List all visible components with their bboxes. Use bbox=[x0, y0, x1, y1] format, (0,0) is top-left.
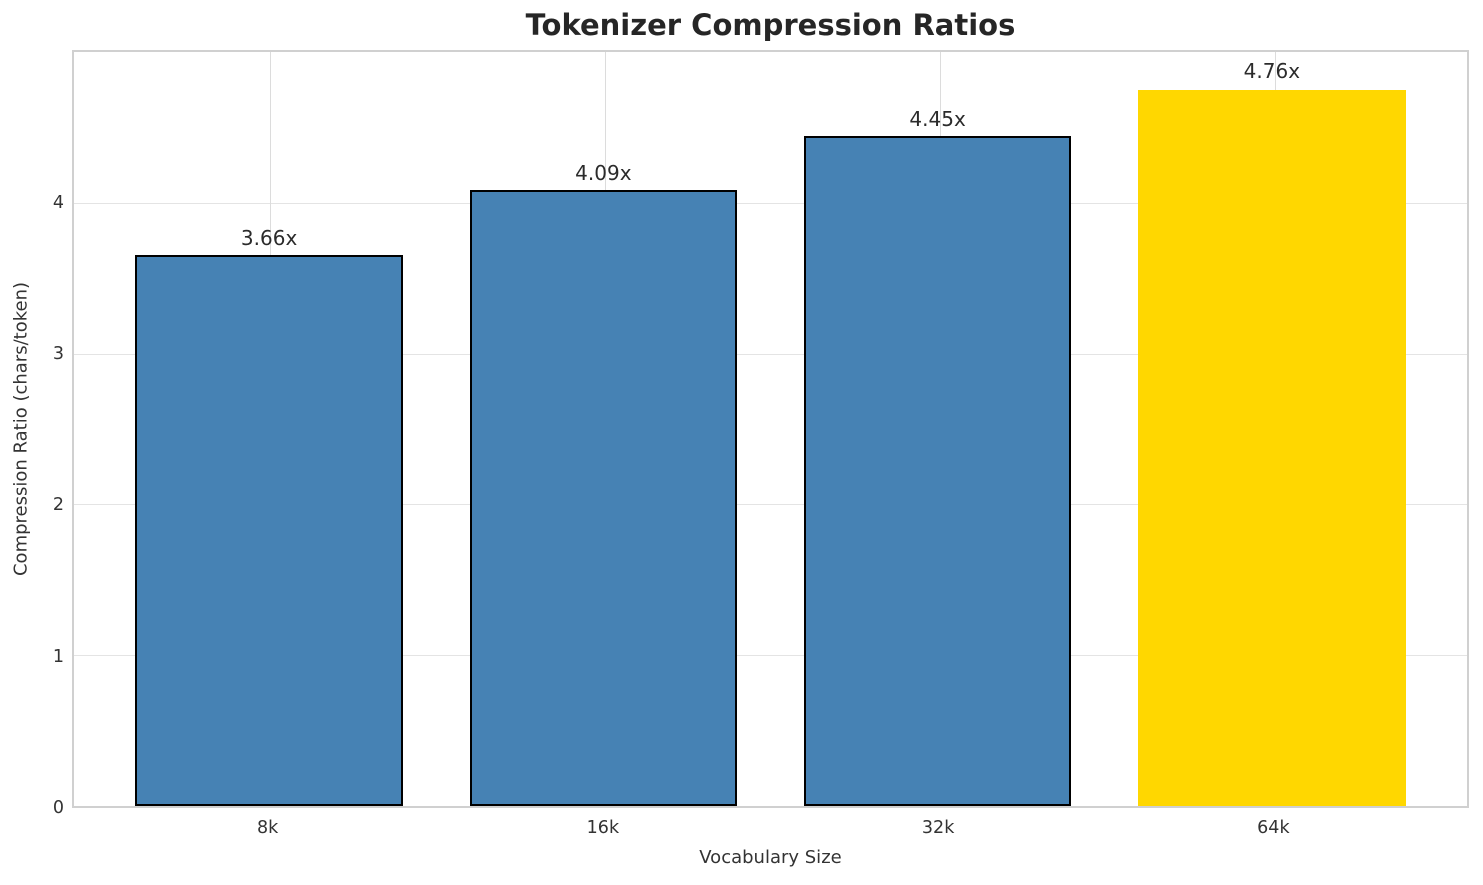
x-tick-label: 8k bbox=[256, 818, 279, 838]
gridline-horizontal bbox=[74, 654, 1467, 656]
y-tick-label: 3 bbox=[52, 344, 64, 365]
bar-16k: 4.09x bbox=[469, 161, 738, 806]
gridline-horizontal bbox=[74, 353, 1467, 355]
plot-area: 3.66x 4.09x 4.45x 4.76x bbox=[72, 50, 1469, 808]
bar-value-label: 4.76x bbox=[1243, 58, 1301, 83]
bar-value-label: 3.66x bbox=[240, 226, 298, 251]
y-tick-label: 1 bbox=[52, 646, 64, 667]
y-tick-label: 4 bbox=[52, 192, 64, 213]
bars-container: 3.66x 4.09x 4.45x 4.76x bbox=[74, 52, 1467, 806]
bar-slot-32k: 4.45x bbox=[771, 52, 1105, 806]
x-tick-label: 16k bbox=[586, 818, 620, 838]
bar-64k: 4.76x bbox=[1138, 59, 1406, 806]
bar-slot-64k: 4.76x bbox=[1105, 52, 1439, 806]
gridline-horizontal bbox=[74, 203, 1467, 205]
x-tick-label: 64k bbox=[1257, 818, 1290, 838]
gridline-horizontal bbox=[74, 504, 1467, 506]
bar-32k: 4.45x bbox=[803, 107, 1072, 806]
bar-slot-16k: 4.09x bbox=[436, 52, 770, 806]
chart-title: Tokenizer Compression Ratios bbox=[525, 8, 1016, 42]
y-tick-label: 0 bbox=[52, 798, 64, 818]
y-tick-label: 2 bbox=[52, 495, 64, 516]
bar-value-label: 4.45x bbox=[909, 107, 966, 132]
x-axis-label: Vocabulary Size bbox=[699, 847, 842, 868]
bar-value-label: 4.09x bbox=[575, 161, 632, 186]
y-axis-label: Compression Ratio (chars/token) bbox=[10, 281, 32, 577]
x-tick-label: 32k bbox=[921, 818, 955, 838]
bar-slot-8k: 3.66x bbox=[102, 52, 436, 806]
bar-8k: 3.66x bbox=[135, 226, 403, 806]
